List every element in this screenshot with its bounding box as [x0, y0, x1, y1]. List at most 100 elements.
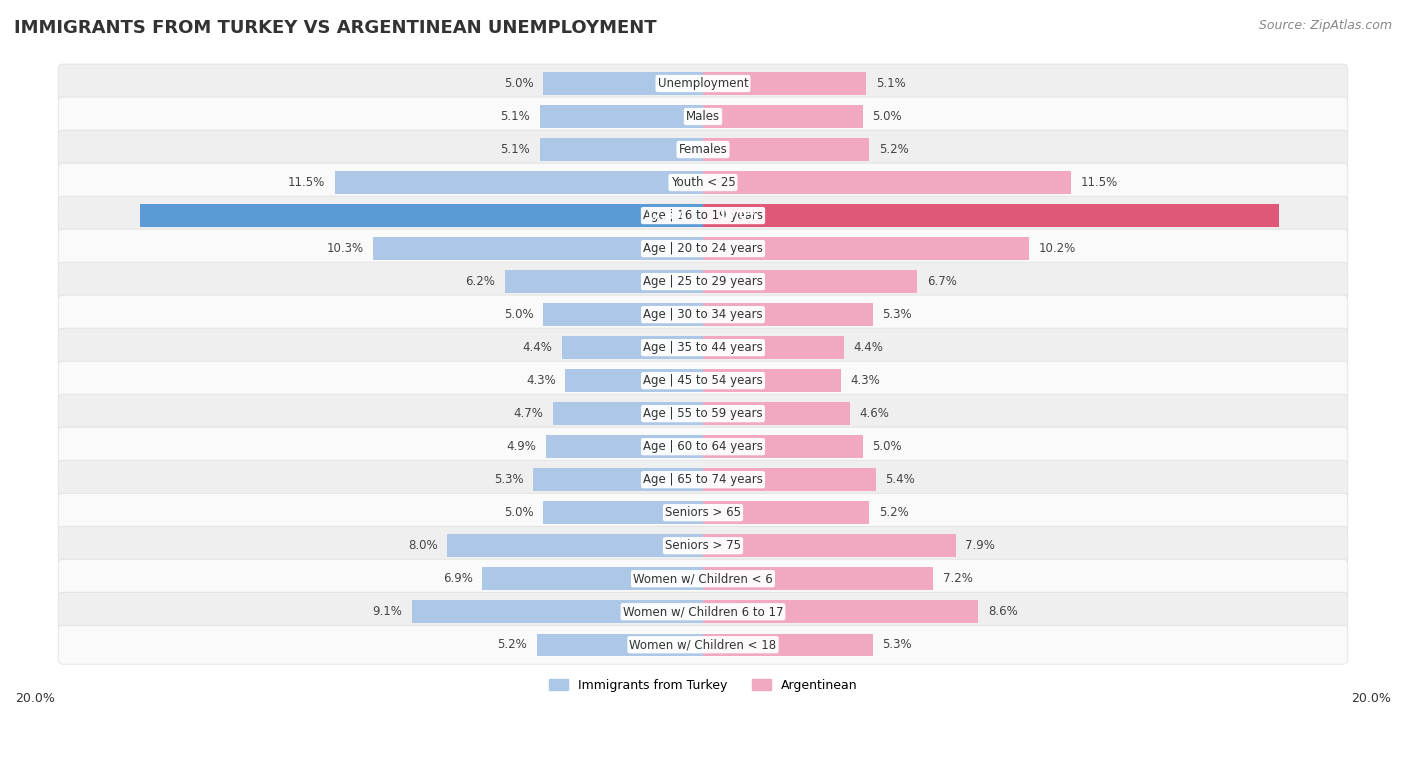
Text: 5.3%: 5.3% — [882, 638, 912, 651]
Bar — [374, 238, 703, 260]
Bar — [703, 238, 1029, 260]
FancyBboxPatch shape — [58, 97, 1348, 136]
Bar — [562, 336, 703, 359]
Bar — [703, 469, 876, 491]
Text: Males: Males — [686, 110, 720, 123]
Text: Source: ZipAtlas.com: Source: ZipAtlas.com — [1258, 19, 1392, 32]
Text: 7.9%: 7.9% — [966, 539, 995, 552]
Text: 6.9%: 6.9% — [443, 572, 472, 585]
Text: 6.7%: 6.7% — [927, 275, 957, 288]
FancyBboxPatch shape — [58, 625, 1348, 664]
Bar — [335, 171, 703, 194]
FancyBboxPatch shape — [58, 262, 1348, 301]
Text: 4.4%: 4.4% — [523, 341, 553, 354]
Bar — [703, 73, 866, 95]
Bar — [412, 600, 703, 623]
Text: 5.0%: 5.0% — [873, 440, 903, 453]
Text: Unemployment: Unemployment — [658, 77, 748, 90]
Text: 11.5%: 11.5% — [1081, 176, 1118, 189]
Text: 4.4%: 4.4% — [853, 341, 883, 354]
Bar — [703, 204, 1279, 227]
FancyBboxPatch shape — [58, 229, 1348, 268]
Text: 5.2%: 5.2% — [879, 143, 908, 156]
Text: 5.0%: 5.0% — [503, 506, 533, 519]
Text: Age | 16 to 19 years: Age | 16 to 19 years — [643, 209, 763, 222]
Text: Seniors > 75: Seniors > 75 — [665, 539, 741, 552]
Text: 20.0%: 20.0% — [1351, 692, 1391, 705]
Text: Seniors > 65: Seniors > 65 — [665, 506, 741, 519]
Text: Age | 25 to 29 years: Age | 25 to 29 years — [643, 275, 763, 288]
FancyBboxPatch shape — [58, 196, 1348, 235]
Bar — [703, 270, 917, 293]
FancyBboxPatch shape — [58, 460, 1348, 499]
Bar — [533, 469, 703, 491]
Text: Women w/ Children 6 to 17: Women w/ Children 6 to 17 — [623, 605, 783, 618]
Bar — [703, 369, 841, 392]
Bar — [703, 568, 934, 590]
Text: 4.9%: 4.9% — [506, 440, 537, 453]
Text: Age | 35 to 44 years: Age | 35 to 44 years — [643, 341, 763, 354]
Text: Youth < 25: Youth < 25 — [671, 176, 735, 189]
Bar — [505, 270, 703, 293]
Text: 4.6%: 4.6% — [860, 407, 890, 420]
FancyBboxPatch shape — [58, 394, 1348, 433]
Text: 8.6%: 8.6% — [988, 605, 1018, 618]
Text: 5.2%: 5.2% — [879, 506, 908, 519]
FancyBboxPatch shape — [58, 328, 1348, 367]
Bar — [703, 501, 869, 524]
Bar — [703, 105, 863, 128]
Bar — [703, 139, 869, 160]
Text: 10.3%: 10.3% — [326, 242, 364, 255]
Text: 9.1%: 9.1% — [373, 605, 402, 618]
Bar — [565, 369, 703, 392]
Bar — [543, 501, 703, 524]
Bar — [546, 435, 703, 458]
Text: 5.4%: 5.4% — [886, 473, 915, 486]
Bar — [447, 534, 703, 557]
Text: IMMIGRANTS FROM TURKEY VS ARGENTINEAN UNEMPLOYMENT: IMMIGRANTS FROM TURKEY VS ARGENTINEAN UN… — [14, 19, 657, 37]
Bar — [482, 568, 703, 590]
Bar — [703, 534, 956, 557]
FancyBboxPatch shape — [58, 526, 1348, 565]
Text: 5.0%: 5.0% — [503, 308, 533, 321]
Bar — [543, 304, 703, 326]
Bar — [703, 435, 863, 458]
Text: Age | 60 to 64 years: Age | 60 to 64 years — [643, 440, 763, 453]
FancyBboxPatch shape — [58, 361, 1348, 400]
Legend: Immigrants from Turkey, Argentinean: Immigrants from Turkey, Argentinean — [548, 679, 858, 692]
Text: 8.0%: 8.0% — [408, 539, 437, 552]
FancyBboxPatch shape — [58, 592, 1348, 631]
Bar — [703, 171, 1071, 194]
Bar — [703, 336, 844, 359]
Text: 5.1%: 5.1% — [501, 143, 530, 156]
Text: 5.1%: 5.1% — [501, 110, 530, 123]
Text: 5.0%: 5.0% — [873, 110, 903, 123]
Text: 11.5%: 11.5% — [288, 176, 325, 189]
Text: 17.6%: 17.6% — [647, 209, 688, 222]
Bar — [703, 304, 873, 326]
Bar — [703, 403, 851, 425]
Bar — [703, 600, 979, 623]
FancyBboxPatch shape — [58, 494, 1348, 532]
Text: Age | 45 to 54 years: Age | 45 to 54 years — [643, 374, 763, 387]
Text: 5.3%: 5.3% — [494, 473, 524, 486]
Bar — [543, 73, 703, 95]
Bar — [537, 634, 703, 656]
Bar — [703, 634, 873, 656]
Text: 5.0%: 5.0% — [503, 77, 533, 90]
FancyBboxPatch shape — [58, 130, 1348, 169]
Bar — [540, 139, 703, 160]
FancyBboxPatch shape — [58, 427, 1348, 466]
Bar — [553, 403, 703, 425]
Text: Age | 20 to 24 years: Age | 20 to 24 years — [643, 242, 763, 255]
Text: 4.3%: 4.3% — [526, 374, 555, 387]
Text: 7.2%: 7.2% — [943, 572, 973, 585]
Text: 4.7%: 4.7% — [513, 407, 543, 420]
Text: 6.2%: 6.2% — [465, 275, 495, 288]
Text: 18.0%: 18.0% — [718, 209, 759, 222]
Text: Women w/ Children < 6: Women w/ Children < 6 — [633, 572, 773, 585]
Bar — [139, 204, 703, 227]
Bar — [540, 105, 703, 128]
Text: Age | 30 to 34 years: Age | 30 to 34 years — [643, 308, 763, 321]
FancyBboxPatch shape — [58, 295, 1348, 334]
